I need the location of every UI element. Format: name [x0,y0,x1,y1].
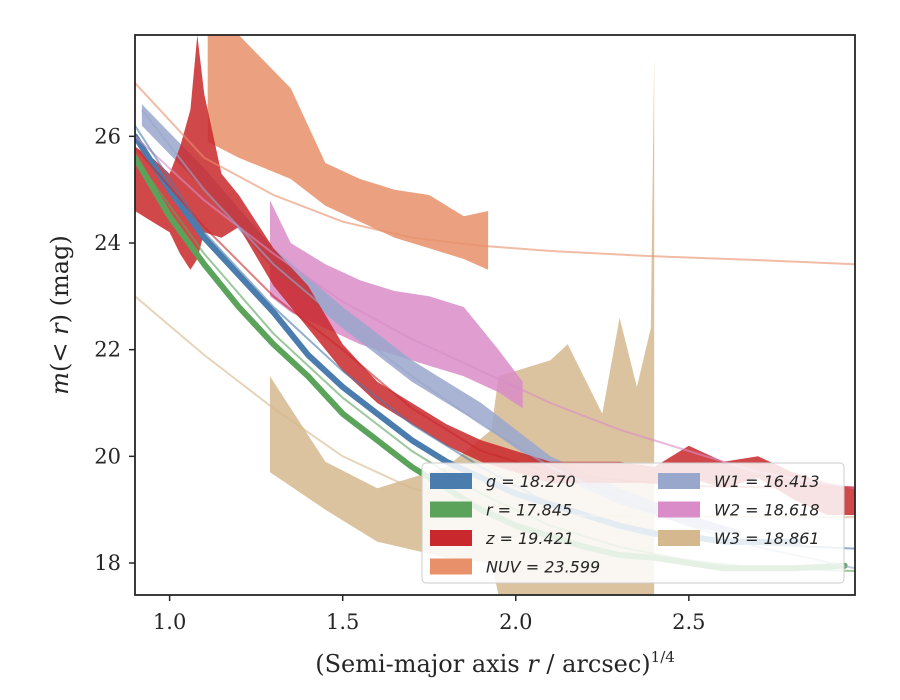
x-tick-label: 2.5 [672,610,705,634]
y-axis-title-close: ) (mag) [46,235,74,323]
x-axis-title-prefix: (Semi-major axis [315,650,527,678]
x-axis-title-var: r [527,650,540,678]
legend-swatch-r [430,501,472,518]
legend-swatch-g [430,473,472,489]
y-axis-title-m: m [46,372,74,395]
y-axis-title-open: ( [46,363,74,372]
y-axis-title-r: r [46,322,74,335]
x-axis-title-middle: / arcsec) [539,650,651,678]
x-tick-label: 2.0 [499,610,532,634]
legend-label-z: z = 19.421 [485,529,574,548]
legend-swatch-w3 [658,530,700,546]
x-tick-label: 1.5 [326,610,359,634]
series-band-w2 [270,200,523,409]
legend-label-w2: W2 = 18.618 [714,501,820,520]
plot-area [135,35,855,595]
model-curve-w2 [135,135,855,490]
legend-swatch-w1 [658,473,700,489]
series-band-z [135,35,855,515]
legend-swatch-z [430,530,472,546]
y-axis-title-lt: < [46,335,74,363]
x-axis-title-sup: 1/4 [651,648,675,666]
y-tick-label: 24 [94,231,121,255]
series-band-nuv [207,35,489,270]
legend-label-g: g = 18.270 [486,472,576,491]
y-tick-label: 18 [94,551,121,575]
axis-ticks: 1.0 1.5 2.0 2.5 18 20 22 24 26 [94,124,705,634]
y-tick-label: 26 [94,124,121,148]
model-curve-nuv [135,82,855,266]
legend-label-nuv: NUV = 23.599 [486,558,600,577]
legend-box [421,462,845,584]
y-tick-label: 22 [94,338,121,362]
legend-swatch-nuv [430,558,472,575]
plot-frame [134,34,856,596]
x-axis-title: (Semi-major axis r / arcsec)1/4 [315,648,675,678]
x-tick-label: 1.0 [153,610,186,634]
y-axis-title: m(< r) (mag) [46,235,74,395]
legend: g = 18.270 r = 17.845 z = 19.421 NUV = 23.5… [421,462,845,584]
legend-label-w3: W3 = 18.861 [714,529,820,548]
legend-label-r: r = 17.845 [486,501,572,520]
legend-swatch-w2 [658,501,700,518]
legend-label-w1: W1 = 16.413 [714,472,820,491]
y-tick-label: 20 [94,444,121,468]
